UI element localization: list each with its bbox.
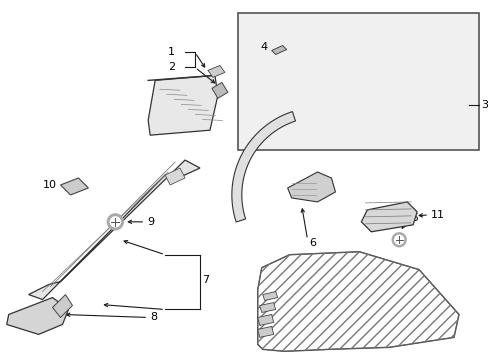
Polygon shape bbox=[259, 302, 275, 312]
Text: 1: 1 bbox=[168, 48, 175, 58]
Text: 4: 4 bbox=[260, 41, 267, 51]
Polygon shape bbox=[165, 168, 184, 185]
Polygon shape bbox=[257, 315, 273, 325]
Polygon shape bbox=[7, 298, 68, 334]
Polygon shape bbox=[262, 292, 277, 301]
Circle shape bbox=[110, 217, 120, 227]
Text: 8: 8 bbox=[150, 312, 157, 323]
Bar bbox=[237, 13, 478, 150]
Text: 2: 2 bbox=[167, 62, 175, 72]
Polygon shape bbox=[361, 202, 416, 232]
Polygon shape bbox=[207, 66, 224, 77]
Polygon shape bbox=[211, 82, 227, 98]
Text: 10: 10 bbox=[42, 180, 57, 190]
Circle shape bbox=[394, 235, 403, 244]
Polygon shape bbox=[287, 172, 335, 202]
Text: 7: 7 bbox=[202, 275, 209, 285]
Text: 9: 9 bbox=[147, 217, 154, 227]
Polygon shape bbox=[61, 178, 88, 195]
Text: 5: 5 bbox=[410, 213, 417, 223]
Circle shape bbox=[391, 233, 406, 247]
Polygon shape bbox=[257, 252, 458, 351]
Polygon shape bbox=[29, 160, 200, 300]
Polygon shape bbox=[231, 112, 295, 222]
Text: 6: 6 bbox=[309, 238, 316, 248]
Polygon shape bbox=[257, 327, 273, 337]
Polygon shape bbox=[52, 294, 72, 318]
Text: 11: 11 bbox=[430, 210, 444, 220]
Circle shape bbox=[107, 214, 123, 230]
Polygon shape bbox=[271, 45, 286, 54]
Text: 3: 3 bbox=[480, 100, 487, 110]
Polygon shape bbox=[148, 75, 218, 135]
